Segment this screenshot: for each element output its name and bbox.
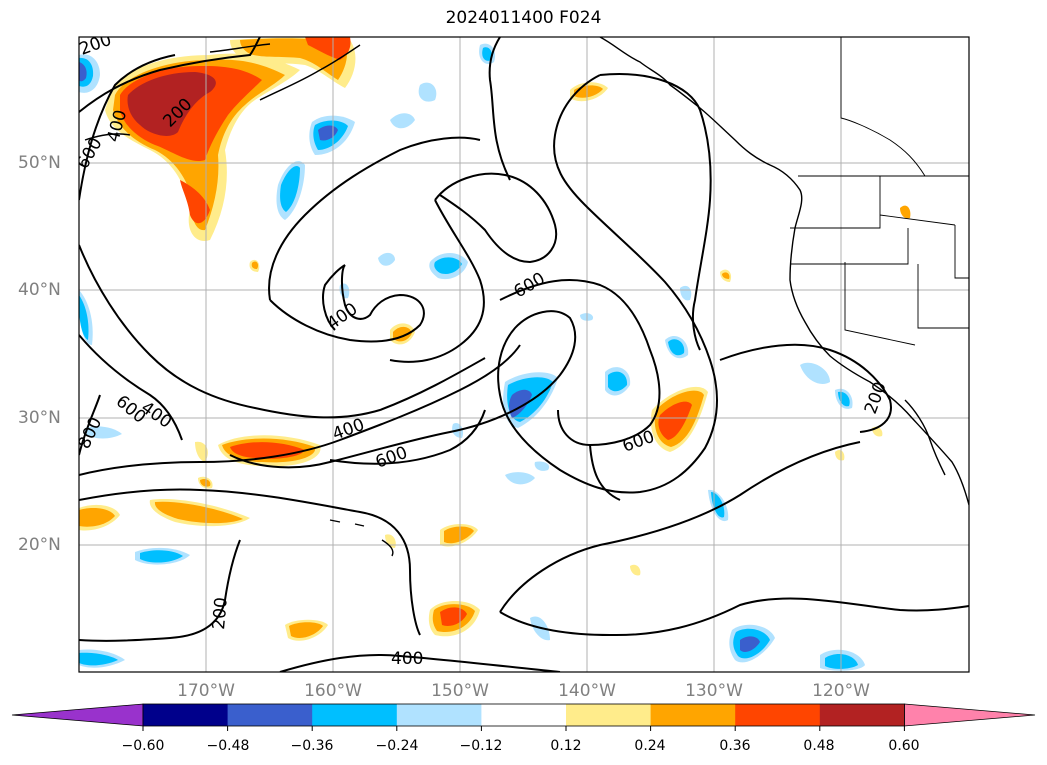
lat-label: 20°N — [18, 535, 61, 555]
colorbar-bin — [481, 704, 567, 726]
colorbar-outline — [142, 703, 905, 727]
colorbar-bin — [143, 704, 229, 726]
lon-label: 130°W — [685, 681, 743, 701]
colorbar-tick-label: −0.48 — [206, 738, 250, 754]
colorbar-tick-label: −0.60 — [121, 738, 165, 754]
colorbar-bin — [735, 704, 821, 726]
colorbar-bin — [566, 704, 652, 726]
colorbar-tick-label: −0.36 — [290, 738, 334, 754]
lon-label: 160°W — [304, 681, 362, 701]
colorbar-tick-label: −0.12 — [459, 738, 503, 754]
colorbar-tick-label: 0.12 — [550, 738, 582, 754]
colorbar-tick-label: 0.36 — [719, 738, 751, 754]
lat-label: 30°N — [18, 408, 61, 428]
lon-label: 140°W — [558, 681, 616, 701]
colorbar-tick-label: −0.24 — [375, 738, 419, 754]
lat-label: 40°N — [18, 280, 61, 300]
lat-label: 50°N — [18, 153, 61, 173]
political-borders — [790, 37, 969, 346]
map-title: 2024011400 F024 — [445, 8, 602, 28]
colorbar-tick-label: 0.48 — [803, 738, 835, 754]
graticule — [79, 37, 969, 672]
colorbar-bin — [396, 704, 482, 726]
lon-label: 150°W — [431, 681, 489, 701]
colorbar-tick-label: 0.60 — [888, 738, 920, 754]
colorbar-bin — [819, 704, 905, 726]
lon-label: 170°W — [177, 681, 235, 701]
colorbar-bin — [650, 704, 736, 726]
colorbar-extend-min — [11, 703, 144, 727]
colorbar-tick-label: 0.24 — [634, 738, 666, 754]
contour-label: 200 — [209, 596, 232, 630]
map-frame — [78, 36, 970, 673]
colorbar-bin — [227, 704, 313, 726]
contour-label: 400 — [391, 649, 423, 669]
colorbar-bin — [312, 704, 398, 726]
height-contours — [79, 37, 969, 672]
lon-label: 120°W — [812, 681, 870, 701]
colorbar-extend-max — [904, 703, 1036, 727]
colorbar — [11, 703, 1036, 731]
